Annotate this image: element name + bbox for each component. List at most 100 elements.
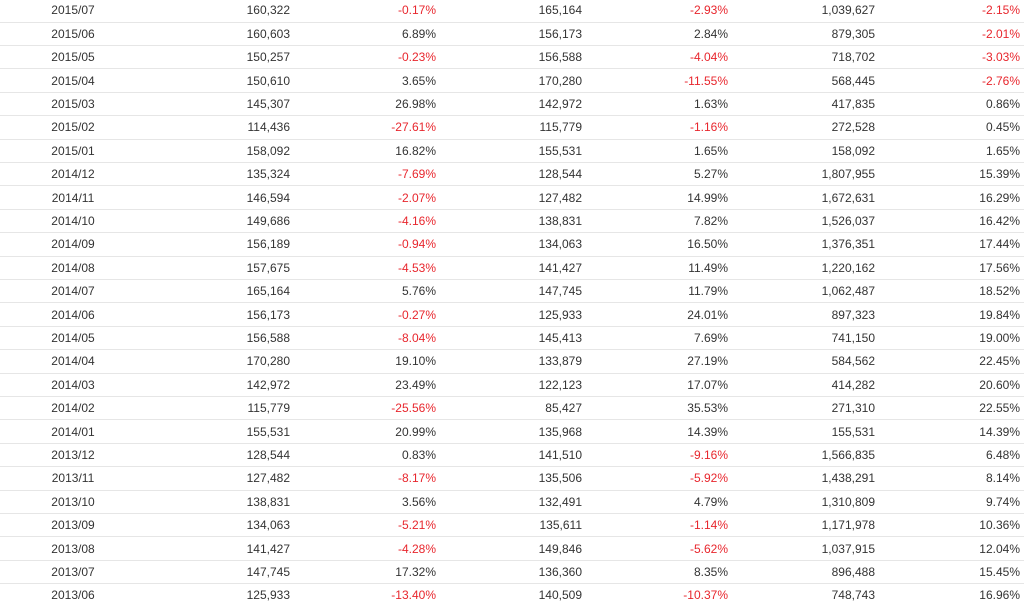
table-row: 2014/08 157,675 -4.53% 141,427 11.49% 1,220,1… (0, 257, 1024, 281)
month-cell: 2014/04 (51, 354, 95, 369)
value-cell: 134,063 (246, 518, 290, 533)
value-cell: 1.65% (985, 143, 1020, 158)
value-cell: 16.50% (687, 237, 728, 252)
month-cell: 2014/11 (51, 190, 95, 205)
month-cell: 2014/03 (51, 377, 95, 392)
table-row: 2015/07 160,322 -0.17% 165,164 -2.93% 1,039,6… (0, 0, 1024, 23)
value-cell: 132,491 (538, 494, 582, 509)
value-cell: 14.99% (687, 190, 728, 205)
value-cell: -2.07% (397, 190, 436, 205)
month-cell: 2013/11 (51, 471, 95, 486)
value-cell: 1.63% (693, 96, 728, 111)
value-cell: 149,846 (538, 541, 582, 556)
value-cell: 156,173 (538, 26, 582, 41)
month-cell: 2014/10 (51, 213, 95, 228)
value-cell: 1,566,835 (821, 447, 875, 462)
value-cell: 3.56% (401, 494, 436, 509)
table-row: 2014/11 146,594 -2.07% 127,482 14.99% 1,672,6… (0, 187, 1024, 210)
table-row: 2013/11 127,482 -8.17% 135,506 -5.92% 1,438,2… (0, 467, 1024, 491)
value-cell: 1,039,627 (821, 3, 875, 18)
value-cell: 127,482 (246, 471, 290, 486)
value-cell: 14.39% (979, 424, 1020, 439)
value-cell: -5.92% (689, 471, 728, 486)
value-cell: 138,831 (246, 494, 290, 509)
table-row: 2014/01 155,531 20.99% 135,968 14.39% 155,531… (0, 421, 1024, 444)
value-cell: 85,427 (545, 401, 582, 416)
value-cell: 142,972 (246, 377, 290, 392)
value-cell: 136,360 (538, 564, 582, 579)
table-row: 2015/02 114,436 -27.61% 115,779 -1.16% 272,52… (0, 116, 1024, 140)
value-cell: 24.01% (687, 307, 728, 322)
value-cell: 145,307 (246, 96, 290, 111)
value-cell: 16.29% (979, 190, 1020, 205)
value-cell: -13.40% (391, 588, 436, 603)
month-cell: 2013/07 (51, 564, 95, 579)
value-cell: 414,282 (831, 377, 875, 392)
value-cell: -5.21% (397, 518, 436, 533)
value-cell: 156,189 (246, 237, 290, 252)
value-cell: 19.10% (395, 354, 436, 369)
value-cell: 271,310 (831, 401, 875, 416)
value-cell: -1.14% (689, 518, 728, 533)
value-cell: 22.45% (979, 354, 1020, 369)
value-cell: 10.36% (979, 518, 1020, 533)
month-cell: 2014/06 (51, 307, 95, 322)
value-cell: 7.69% (693, 330, 728, 345)
value-cell: 155,531 (831, 424, 875, 439)
value-cell: 147,745 (538, 284, 582, 299)
month-cell: 2015/07 (51, 3, 95, 18)
table-row: 2014/06 156,173 -0.27% 125,933 24.01% 897,323… (0, 304, 1024, 327)
month-cell: 2015/04 (51, 73, 95, 88)
month-cell: 2013/12 (51, 447, 95, 462)
value-cell: 896,488 (831, 564, 875, 579)
value-cell: 1,037,915 (821, 541, 875, 556)
value-cell: 19.84% (979, 307, 1020, 322)
value-cell: -0.23% (397, 50, 436, 65)
month-cell: 2013/09 (51, 518, 95, 533)
value-cell: 17.07% (687, 377, 728, 392)
month-cell: 2015/01 (51, 143, 95, 158)
month-cell: 2013/08 (51, 541, 95, 556)
value-cell: 141,427 (246, 541, 290, 556)
value-cell: 1,672,631 (821, 190, 875, 205)
value-cell: 155,531 (538, 143, 582, 158)
month-cell: 2014/02 (51, 401, 95, 416)
table-row: 2015/01 158,092 16.82% 155,531 1.65% 158,092 1… (0, 140, 1024, 164)
value-cell: 147,745 (246, 564, 290, 579)
month-cell: 2015/05 (51, 50, 95, 65)
table-row: 2014/09 156,189 -0.94% 134,063 16.50% 1,376,3… (0, 233, 1024, 257)
value-cell: -2.76% (981, 73, 1020, 88)
value-cell: 16.96% (979, 588, 1020, 603)
value-cell: 125,933 (246, 588, 290, 603)
value-cell: 17.32% (395, 564, 436, 579)
value-cell: 11.79% (688, 284, 728, 299)
value-cell: -4.53% (397, 260, 436, 275)
value-cell: 125,933 (538, 307, 582, 322)
value-cell: 138,831 (538, 213, 582, 228)
month-cell: 2014/08 (51, 260, 95, 275)
value-cell: 4.79% (693, 494, 728, 509)
table-row: 2014/04 170,280 19.10% 133,879 27.19% 584,562… (0, 350, 1024, 374)
value-cell: 26.98% (395, 96, 436, 111)
value-cell: -8.04% (397, 330, 436, 345)
value-cell: -4.04% (689, 50, 728, 65)
value-cell: 157,675 (246, 260, 290, 275)
value-cell: 584,562 (831, 354, 875, 369)
value-cell: 5.27% (693, 167, 728, 182)
value-cell: 6.48% (985, 447, 1020, 462)
value-cell: 165,164 (538, 3, 582, 18)
month-cell: 2015/03 (51, 96, 95, 111)
month-cell: 2015/02 (51, 120, 95, 135)
table-row: 2014/02 115,779 -25.56% 85,427 35.53% 271,310… (0, 397, 1024, 421)
table-row: 2014/03 142,972 23.49% 122,123 17.07% 414,282… (0, 374, 1024, 398)
value-cell: -2.15% (981, 3, 1020, 18)
value-cell: 1,220,162 (821, 260, 875, 275)
value-cell: -0.27% (397, 307, 436, 322)
value-cell: 142,972 (538, 96, 582, 111)
value-cell: 748,743 (831, 588, 875, 603)
value-cell: 16.82% (395, 143, 436, 158)
table-row: 2013/10 138,831 3.56% 132,491 4.79% 1,310,809… (0, 491, 1024, 515)
table-row: 2013/09 134,063 -5.21% 135,611 -1.14% 1,171,9… (0, 514, 1024, 538)
month-cell: 2014/07 (51, 284, 95, 299)
value-cell: 8.14% (985, 471, 1020, 486)
